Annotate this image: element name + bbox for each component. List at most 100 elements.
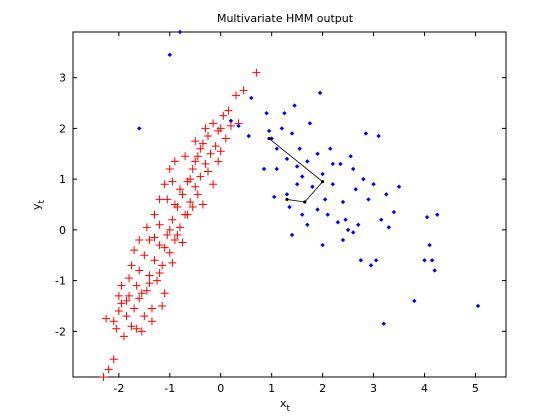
red-plus-point bbox=[168, 215, 177, 224]
red-plus-point bbox=[226, 121, 235, 130]
red-plus-point bbox=[170, 200, 179, 209]
blue-dot-point bbox=[343, 217, 348, 222]
red-plus-point bbox=[109, 355, 118, 364]
red-plus-point bbox=[122, 296, 131, 305]
blue-dot-point bbox=[429, 258, 435, 263]
red-plus-point bbox=[206, 149, 215, 158]
red-plus-point bbox=[145, 236, 154, 245]
blue-dot-point bbox=[335, 220, 341, 225]
state-path-node bbox=[321, 180, 325, 184]
red-plus-point bbox=[155, 268, 164, 277]
red-plus-point bbox=[127, 261, 136, 270]
blue-dot-point bbox=[315, 207, 320, 212]
blue-dot-point bbox=[396, 184, 402, 189]
red-plus-point bbox=[175, 223, 184, 232]
state-path-line bbox=[268, 138, 324, 203]
blue-dot-point bbox=[272, 194, 277, 200]
red-plus-point bbox=[216, 147, 225, 156]
red-plus-point bbox=[147, 304, 156, 313]
blue-dot-point bbox=[358, 258, 364, 263]
blue-dot-point bbox=[356, 222, 361, 227]
blue-dot-point bbox=[422, 258, 427, 263]
red-plus-point bbox=[219, 111, 228, 120]
blue-dot-point bbox=[424, 214, 430, 220]
state-path-node bbox=[267, 136, 271, 141]
tick-label-group: -2 -1 0 1 2 3 4 5 -2 -1 0 1 2 3 bbox=[55, 72, 479, 395]
series-blue-dots bbox=[137, 29, 481, 326]
blue-dot-point bbox=[305, 222, 310, 227]
red-plus-point bbox=[168, 177, 177, 186]
red-plus-point bbox=[145, 279, 154, 288]
red-plus-point bbox=[209, 119, 218, 128]
blue-dot-point bbox=[340, 199, 346, 205]
x-axis-label-main: x bbox=[280, 397, 287, 410]
y-axis-label-main: y bbox=[30, 203, 43, 210]
red-plus-point bbox=[104, 365, 113, 374]
red-plus-point bbox=[201, 124, 210, 133]
y-axis-label-sub: t bbox=[37, 200, 47, 204]
red-plus-point bbox=[119, 332, 128, 341]
x-tick-label: 3 bbox=[370, 382, 377, 395]
blue-dot-point bbox=[137, 126, 142, 131]
red-plus-point bbox=[147, 317, 156, 326]
red-plus-point bbox=[127, 322, 136, 331]
red-plus-point bbox=[173, 230, 182, 239]
blue-dot-point bbox=[391, 209, 397, 215]
red-plus-point bbox=[142, 286, 151, 295]
blue-dot-point bbox=[284, 156, 290, 162]
blue-dot-point bbox=[432, 268, 437, 273]
blue-dot-point bbox=[475, 303, 481, 309]
blue-dot-point bbox=[177, 29, 183, 35]
x-tick-label: 4 bbox=[421, 382, 428, 395]
red-plus-point bbox=[102, 314, 111, 323]
red-plus-point bbox=[145, 271, 154, 280]
red-plus-point bbox=[211, 142, 220, 151]
red-plus-point bbox=[196, 172, 205, 181]
red-plus-point bbox=[191, 182, 200, 191]
red-plus-point bbox=[160, 180, 169, 189]
blue-dot-point bbox=[274, 146, 279, 151]
blue-dot-point bbox=[322, 197, 328, 202]
blue-dot-point bbox=[284, 192, 290, 197]
red-plus-point bbox=[122, 312, 131, 321]
red-plus-point bbox=[160, 243, 169, 252]
blue-dot-point bbox=[274, 166, 279, 172]
state-path-node bbox=[303, 200, 307, 204]
blue-dot-point bbox=[371, 182, 376, 187]
blue-dot-point bbox=[412, 298, 417, 304]
blue-dot-point bbox=[249, 95, 254, 101]
blue-dot-point bbox=[350, 230, 356, 235]
red-plus-point bbox=[232, 91, 241, 100]
red-plus-point bbox=[239, 86, 248, 95]
blue-dot-point bbox=[228, 118, 234, 123]
y-tick-label: 0 bbox=[59, 224, 66, 237]
red-plus-point bbox=[165, 164, 174, 173]
blue-dot-point bbox=[427, 242, 432, 248]
red-plus-point bbox=[214, 157, 223, 166]
blue-dot-point bbox=[328, 146, 333, 151]
blue-dot-point bbox=[289, 131, 295, 136]
red-plus-point bbox=[203, 167, 212, 176]
blue-dot-point bbox=[381, 321, 386, 326]
red-plus-point bbox=[114, 307, 123, 316]
blue-dot-point bbox=[376, 133, 381, 139]
red-plus-point bbox=[155, 220, 164, 229]
red-plus-point bbox=[132, 324, 141, 333]
red-plus-point bbox=[198, 200, 207, 209]
red-plus-point bbox=[181, 152, 190, 161]
blue-dot-point bbox=[348, 154, 353, 159]
red-plus-point bbox=[221, 134, 230, 143]
y-axis-label: yt bbox=[30, 200, 47, 211]
red-plus-point bbox=[153, 276, 162, 285]
blue-dot-point bbox=[378, 217, 384, 222]
blue-dot-point bbox=[363, 131, 369, 136]
red-plus-point bbox=[117, 281, 126, 290]
red-plus-point bbox=[252, 68, 261, 77]
red-plus-point bbox=[158, 301, 167, 310]
red-plus-point bbox=[209, 180, 218, 189]
red-plus-point bbox=[112, 324, 121, 333]
x-axis-label: xt bbox=[280, 397, 291, 414]
y-tick-label: -1 bbox=[55, 275, 66, 288]
blue-dot-point bbox=[264, 110, 269, 116]
